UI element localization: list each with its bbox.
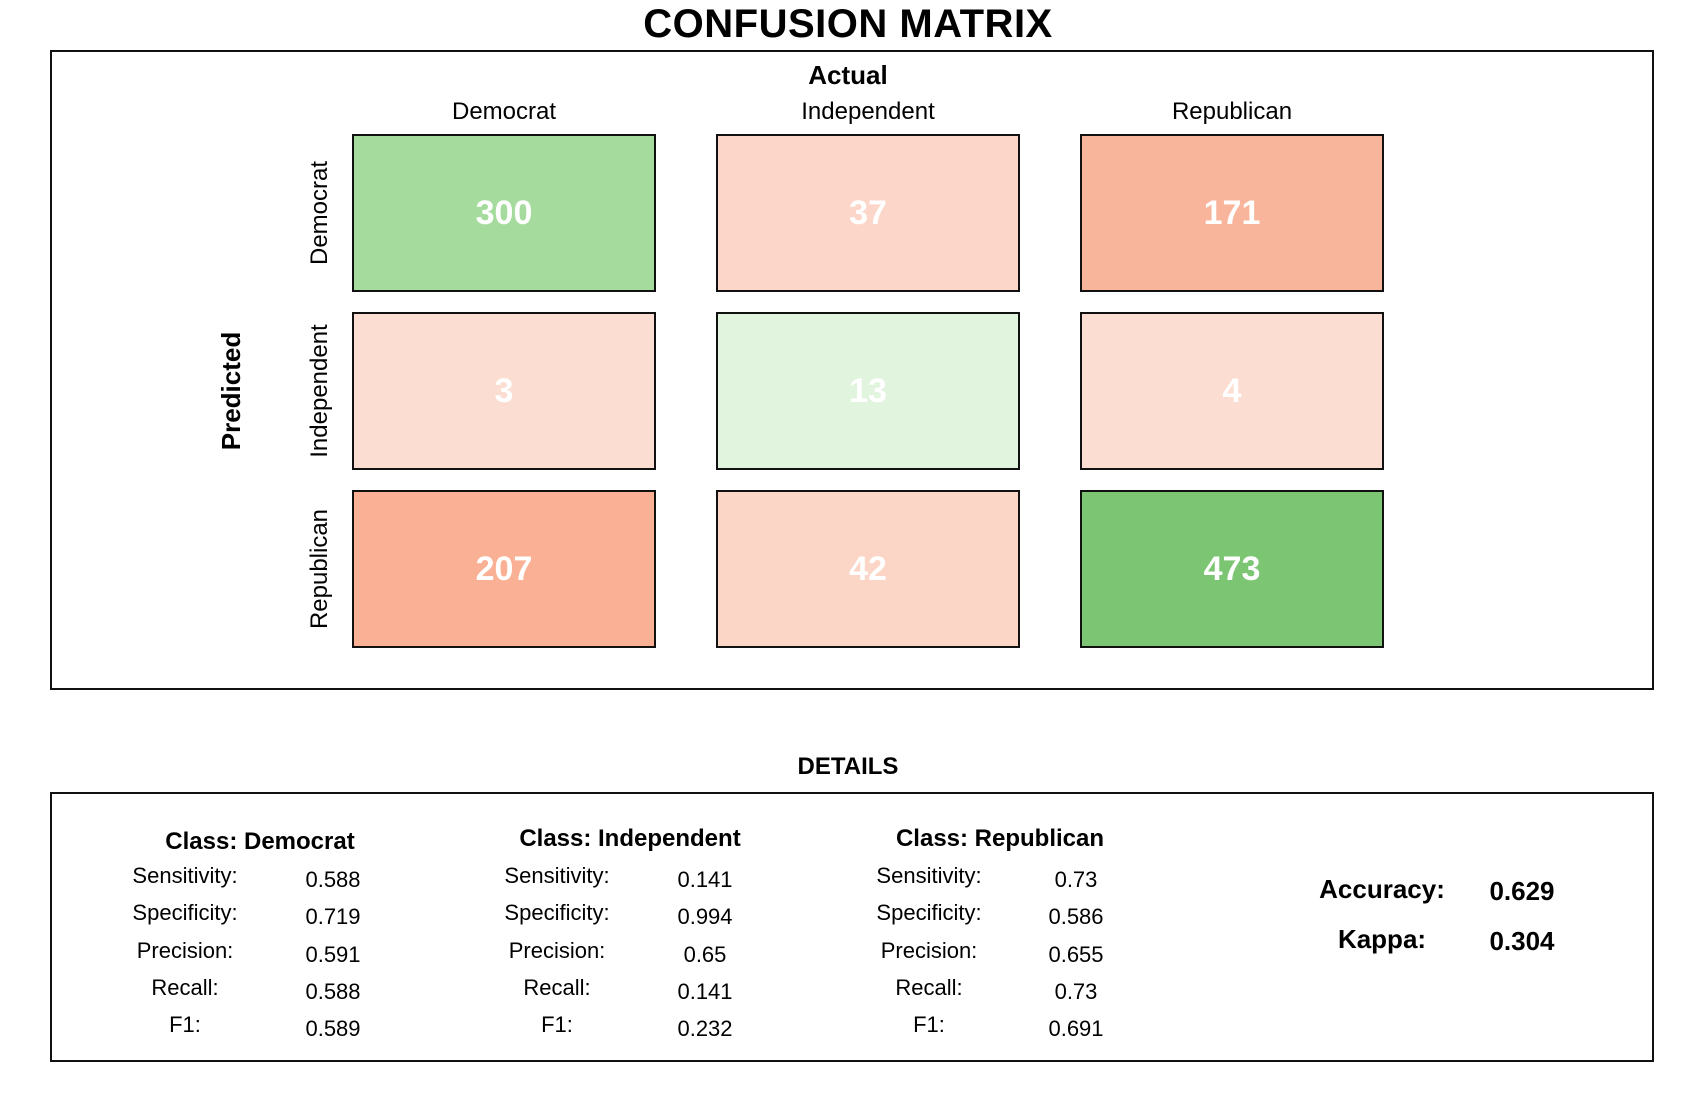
- matrix-cell-republican-democrat: 207: [352, 490, 656, 648]
- metric-value: 0.655: [1048, 942, 1104, 967]
- details-title: DETAILS: [797, 753, 899, 780]
- matrix-cell-independent-independent: 13: [716, 312, 1020, 470]
- column-label-democrat: Democrat: [451, 98, 557, 125]
- kappa-value: 0.304: [1489, 926, 1555, 956]
- matrix-cell-democrat-democrat: 300: [352, 134, 656, 292]
- matrix-cell-democrat-republican: 171: [1080, 134, 1384, 292]
- matrix-cell-republican-independent: 42: [716, 490, 1020, 648]
- metric-name: Sensitivity:: [132, 863, 238, 888]
- metric-value: 0.141: [677, 867, 733, 892]
- row-label-democrat: Democrat: [306, 160, 333, 266]
- actual-axis-label: Actual: [808, 60, 888, 90]
- metric-name: Sensitivity:: [504, 863, 610, 888]
- confusion-matrix-panel: [50, 50, 1654, 690]
- chart-title: CONFUSION MATRIX: [643, 2, 1053, 46]
- metric-value: 0.73: [1054, 979, 1098, 1004]
- metric-value: 0.73: [1054, 867, 1098, 892]
- accuracy-label: Accuracy:: [1319, 874, 1445, 904]
- metric-value: 0.588: [305, 979, 361, 1004]
- metric-name: Sensitivity:: [876, 863, 982, 888]
- row-label-republican: Republican: [306, 508, 333, 630]
- metric-name: Specificity:: [504, 900, 610, 925]
- metric-name: Recall:: [151, 975, 219, 1000]
- metric-name: F1:: [913, 1012, 945, 1037]
- metric-value: 0.589: [305, 1016, 361, 1041]
- metric-value: 0.586: [1048, 904, 1104, 929]
- metric-name: Precision:: [508, 938, 606, 963]
- metric-value: 0.588: [305, 867, 361, 892]
- metric-value: 0.591: [305, 942, 361, 967]
- metric-name: Precision:: [880, 938, 978, 963]
- accuracy-value: 0.629: [1489, 876, 1555, 906]
- metric-value: 0.994: [677, 904, 733, 929]
- metric-name: Specificity:: [132, 900, 238, 925]
- metric-name: Recall:: [895, 975, 963, 1000]
- class-header-1: Class: Independent: [519, 825, 741, 852]
- metric-name: F1:: [541, 1012, 573, 1037]
- matrix-cell-democrat-independent: 37: [716, 134, 1020, 292]
- column-label-independent: Independent: [801, 98, 935, 125]
- metric-value: 0.691: [1048, 1016, 1104, 1041]
- class-header-0: Class: Democrat: [165, 828, 355, 855]
- details-panel: [50, 792, 1654, 1062]
- metric-value: 0.719: [305, 904, 361, 929]
- matrix-cell-republican-republican: 473: [1080, 490, 1384, 648]
- metric-value: 0.141: [677, 979, 733, 1004]
- class-header-2: Class: Republican: [895, 825, 1105, 852]
- row-label-independent: Independent: [306, 324, 333, 458]
- column-label-republican: Republican: [1171, 98, 1293, 125]
- metric-value: 0.65: [683, 942, 727, 967]
- metric-name: Precision:: [136, 938, 234, 963]
- matrix-cell-independent-democrat: 3: [352, 312, 656, 470]
- metric-value: 0.232: [677, 1016, 733, 1041]
- predicted-axis-label: Predicted: [216, 331, 246, 451]
- matrix-cell-independent-republican: 4: [1080, 312, 1384, 470]
- metric-name: Specificity:: [876, 900, 982, 925]
- metric-name: F1:: [169, 1012, 201, 1037]
- metric-name: Recall:: [523, 975, 591, 1000]
- kappa-label: Kappa:: [1337, 924, 1427, 954]
